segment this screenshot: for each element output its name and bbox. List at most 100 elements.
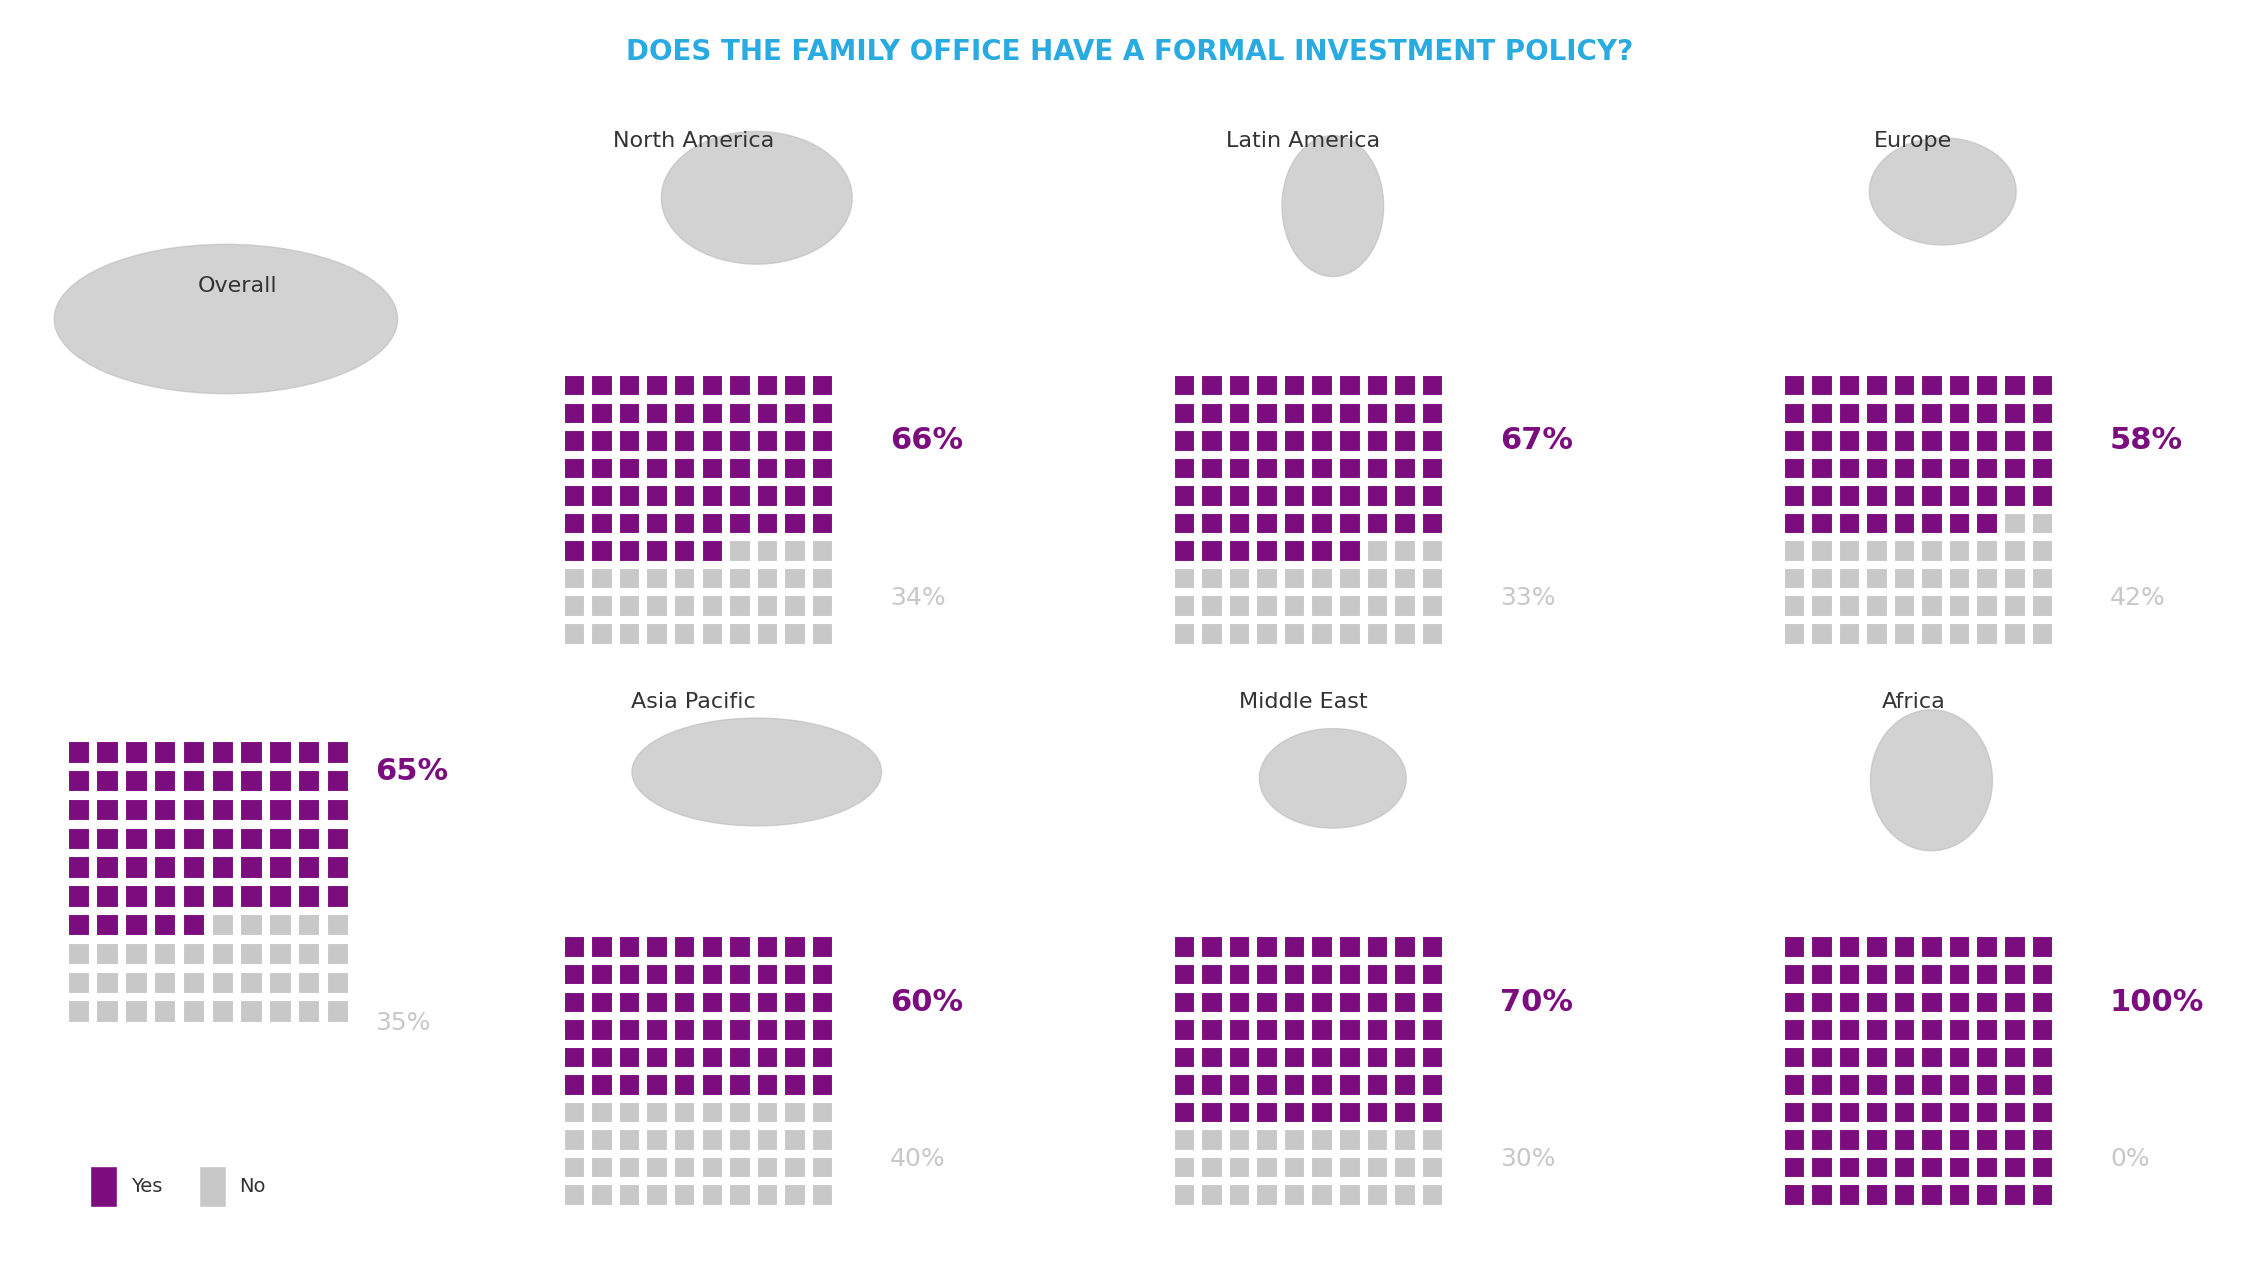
FancyBboxPatch shape xyxy=(730,1184,750,1206)
FancyBboxPatch shape xyxy=(2004,458,2026,480)
FancyBboxPatch shape xyxy=(1229,402,1249,424)
FancyBboxPatch shape xyxy=(1340,458,1360,480)
FancyBboxPatch shape xyxy=(1893,375,1916,397)
FancyBboxPatch shape xyxy=(298,886,321,907)
FancyBboxPatch shape xyxy=(1893,937,1916,958)
FancyBboxPatch shape xyxy=(592,1101,612,1123)
FancyBboxPatch shape xyxy=(2031,375,2053,397)
FancyBboxPatch shape xyxy=(124,886,147,907)
FancyBboxPatch shape xyxy=(811,458,834,480)
FancyBboxPatch shape xyxy=(1922,458,1943,480)
FancyBboxPatch shape xyxy=(1312,540,1333,561)
FancyBboxPatch shape xyxy=(239,943,262,965)
FancyBboxPatch shape xyxy=(1977,375,1997,397)
FancyBboxPatch shape xyxy=(673,430,696,452)
FancyBboxPatch shape xyxy=(212,741,235,763)
FancyBboxPatch shape xyxy=(1394,596,1416,618)
FancyBboxPatch shape xyxy=(2031,402,2053,424)
FancyBboxPatch shape xyxy=(592,1129,612,1151)
Ellipse shape xyxy=(1261,729,1405,828)
FancyBboxPatch shape xyxy=(2031,623,2053,644)
FancyBboxPatch shape xyxy=(673,513,696,535)
FancyBboxPatch shape xyxy=(619,402,639,424)
FancyBboxPatch shape xyxy=(1312,568,1333,590)
FancyBboxPatch shape xyxy=(97,971,120,994)
FancyBboxPatch shape xyxy=(1421,485,1444,507)
FancyBboxPatch shape xyxy=(592,937,612,958)
FancyBboxPatch shape xyxy=(565,1157,585,1179)
FancyBboxPatch shape xyxy=(2004,991,2026,1013)
Text: 40%: 40% xyxy=(890,1147,947,1171)
FancyBboxPatch shape xyxy=(1922,1129,1943,1151)
FancyBboxPatch shape xyxy=(239,799,262,822)
FancyBboxPatch shape xyxy=(1229,596,1249,618)
FancyBboxPatch shape xyxy=(1893,596,1916,618)
FancyBboxPatch shape xyxy=(646,1157,669,1179)
FancyBboxPatch shape xyxy=(757,596,777,618)
FancyBboxPatch shape xyxy=(784,1046,806,1068)
FancyBboxPatch shape xyxy=(1785,1184,1805,1206)
FancyBboxPatch shape xyxy=(1394,1020,1416,1041)
FancyBboxPatch shape xyxy=(1950,937,1970,958)
FancyBboxPatch shape xyxy=(592,623,612,644)
FancyBboxPatch shape xyxy=(1977,596,1997,618)
FancyBboxPatch shape xyxy=(2031,430,2053,452)
FancyBboxPatch shape xyxy=(1977,568,1997,590)
FancyBboxPatch shape xyxy=(1340,937,1360,958)
FancyBboxPatch shape xyxy=(124,741,147,763)
FancyBboxPatch shape xyxy=(1394,375,1416,397)
FancyBboxPatch shape xyxy=(1229,430,1249,452)
FancyBboxPatch shape xyxy=(1922,1074,1943,1096)
FancyBboxPatch shape xyxy=(2004,1129,2026,1151)
FancyBboxPatch shape xyxy=(68,856,90,879)
FancyBboxPatch shape xyxy=(619,1020,639,1041)
FancyBboxPatch shape xyxy=(1421,596,1444,618)
FancyBboxPatch shape xyxy=(730,963,750,985)
FancyBboxPatch shape xyxy=(1367,513,1387,535)
FancyBboxPatch shape xyxy=(673,1184,696,1206)
FancyBboxPatch shape xyxy=(328,971,350,994)
FancyBboxPatch shape xyxy=(646,485,669,507)
FancyBboxPatch shape xyxy=(757,513,777,535)
FancyBboxPatch shape xyxy=(1312,1157,1333,1179)
FancyBboxPatch shape xyxy=(1256,513,1279,535)
FancyBboxPatch shape xyxy=(646,1184,669,1206)
FancyBboxPatch shape xyxy=(2004,1157,2026,1179)
FancyBboxPatch shape xyxy=(97,769,120,792)
FancyBboxPatch shape xyxy=(1229,540,1249,561)
FancyBboxPatch shape xyxy=(1283,991,1306,1013)
FancyBboxPatch shape xyxy=(784,513,806,535)
FancyBboxPatch shape xyxy=(124,914,147,937)
FancyBboxPatch shape xyxy=(298,828,321,850)
FancyBboxPatch shape xyxy=(646,596,669,618)
FancyBboxPatch shape xyxy=(1202,1074,1222,1096)
FancyBboxPatch shape xyxy=(183,943,206,965)
FancyBboxPatch shape xyxy=(1977,1046,1997,1068)
FancyBboxPatch shape xyxy=(1340,402,1360,424)
FancyBboxPatch shape xyxy=(298,943,321,965)
FancyBboxPatch shape xyxy=(1839,596,1859,618)
FancyBboxPatch shape xyxy=(784,430,806,452)
FancyBboxPatch shape xyxy=(1256,402,1279,424)
FancyBboxPatch shape xyxy=(1421,991,1444,1013)
FancyBboxPatch shape xyxy=(703,1020,723,1041)
FancyBboxPatch shape xyxy=(1202,430,1222,452)
FancyBboxPatch shape xyxy=(1175,1184,1195,1206)
FancyBboxPatch shape xyxy=(703,540,723,561)
FancyBboxPatch shape xyxy=(811,1157,834,1179)
FancyBboxPatch shape xyxy=(592,1046,612,1068)
FancyBboxPatch shape xyxy=(1839,458,1859,480)
FancyBboxPatch shape xyxy=(154,914,176,937)
FancyBboxPatch shape xyxy=(239,971,262,994)
FancyBboxPatch shape xyxy=(68,886,90,907)
FancyBboxPatch shape xyxy=(1367,937,1387,958)
FancyBboxPatch shape xyxy=(811,991,834,1013)
FancyBboxPatch shape xyxy=(1421,1129,1444,1151)
FancyBboxPatch shape xyxy=(1312,623,1333,644)
FancyBboxPatch shape xyxy=(2031,1101,2053,1123)
Text: 0%: 0% xyxy=(2110,1147,2151,1171)
Text: 60%: 60% xyxy=(890,988,962,1017)
FancyBboxPatch shape xyxy=(1394,513,1416,535)
FancyBboxPatch shape xyxy=(1283,963,1306,985)
FancyBboxPatch shape xyxy=(2004,568,2026,590)
